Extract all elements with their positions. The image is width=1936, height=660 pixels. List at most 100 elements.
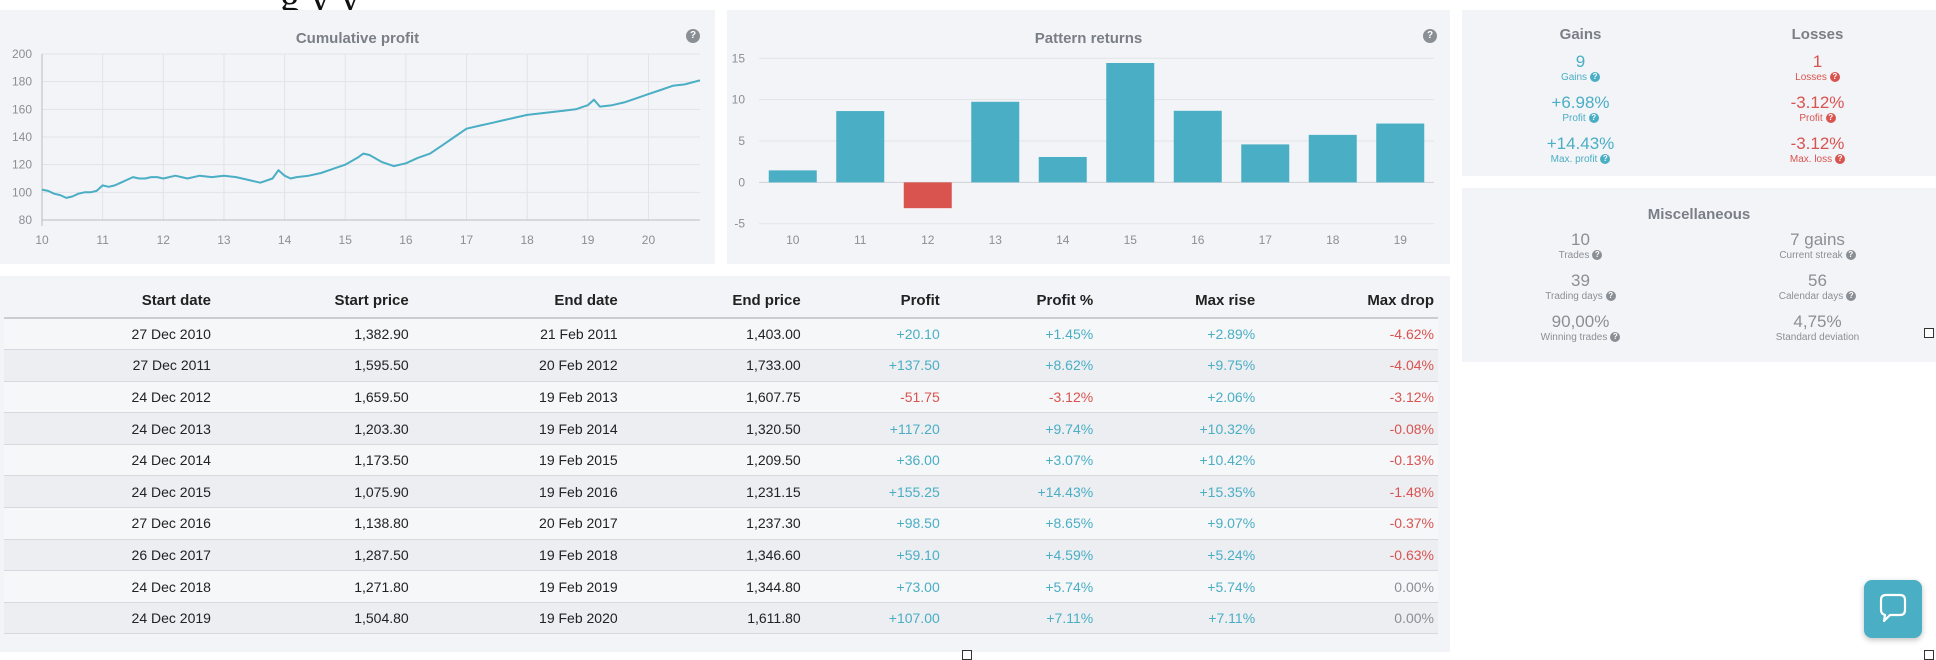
miscellaneous-title: Miscellaneous [1647, 206, 1751, 223]
help-icon[interactable]: ? [1825, 113, 1836, 124]
gains-column: Gains 9 Gains? +6.98% Profit? +14.43% Ma… [1462, 26, 1699, 175]
cell-profit-percent: +8.65% [943, 507, 1098, 540]
x-tick-label: 20 [642, 233, 656, 247]
cell-start-price: 1,271.80 [214, 570, 413, 603]
table-row[interactable]: 24 Dec 2012 1,659.50 19 Feb 2013 1,607.75 -5… [4, 381, 1438, 414]
column-header-profit-percent[interactable]: Profit % [943, 284, 1098, 319]
table-row[interactable]: 24 Dec 2013 1,203.30 19 Feb 2014 1,320.50 +1… [4, 412, 1438, 445]
cell-end-price: 1,403.00 [621, 318, 805, 351]
bar-18[interactable] [1308, 134, 1357, 183]
x-tick-label: 19 [1394, 233, 1408, 247]
cumulative-profit-panel: Cumulative profit ? 80 100 120 140 160 180 200… [0, 10, 715, 264]
x-tick-label: 15 [339, 233, 353, 247]
cell-profit: +98.50 [804, 507, 944, 540]
table-row[interactable]: 27 Dec 2011 1,595.50 20 Feb 2012 1,733.00 +1… [4, 349, 1438, 382]
bar-17[interactable] [1241, 144, 1290, 183]
y-tick-label: 0 [738, 175, 745, 189]
cell-profit: +36.00 [804, 444, 944, 477]
table-row[interactable]: 24 Dec 2018 1,271.80 19 Feb 2019 1,344.80 +7… [4, 570, 1438, 603]
bar-11[interactable] [836, 111, 885, 183]
cell-max-drop: -4.62% [1259, 318, 1438, 351]
table-row[interactable]: 27 Dec 2010 1,382.90 21 Feb 2011 1,403.00 +2… [4, 318, 1438, 351]
y-tick-label: 120 [12, 158, 32, 172]
gains-count-stat: 9 Gains? [1462, 52, 1699, 93]
help-icon[interactable]: ? [1829, 72, 1840, 83]
column-header-start-price[interactable]: Start price [214, 284, 413, 319]
bar-10[interactable] [768, 170, 817, 183]
column-header-start-date[interactable]: Start date [4, 284, 215, 319]
cell-end-date: 20 Feb 2017 [412, 507, 622, 540]
pattern-returns-panel: Pattern returns ? -5 0 5 10 15 10 11 12 13 14 15 16… [727, 10, 1450, 264]
help-icon[interactable]: ? [1605, 291, 1616, 302]
cell-start-price: 1,659.50 [214, 381, 413, 414]
help-icon[interactable]: ? [1600, 154, 1611, 165]
help-icon[interactable]: ? [1846, 291, 1857, 302]
cell-profit-percent: +1.45% [943, 318, 1098, 351]
help-icon[interactable]: ? [686, 29, 700, 43]
cell-max-rise: +2.89% [1097, 318, 1260, 351]
cell-end-date: 19 Feb 2020 [412, 602, 622, 635]
resize-handle[interactable] [1924, 650, 1934, 660]
x-tick-label: 10 [786, 233, 800, 247]
cell-profit: -51.75 [804, 381, 944, 414]
cell-end-price: 1,344.80 [621, 570, 805, 603]
current-streak-stat: 7 gains Current streak? [1699, 230, 1936, 271]
table-row[interactable]: 24 Dec 2015 1,075.90 19 Feb 2016 1,231.15 +1… [4, 475, 1438, 509]
cell-profit: +117.20 [804, 412, 944, 445]
column-header-max-drop[interactable]: Max drop [1259, 284, 1438, 319]
table-row[interactable]: 27 Dec 2016 1,138.80 20 Feb 2017 1,237.30 +9… [4, 507, 1438, 540]
help-icon[interactable]: ? [1845, 250, 1856, 261]
table-row[interactable]: 24 Dec 2014 1,173.50 19 Feb 2015 1,209.50 +3… [4, 444, 1438, 477]
help-icon[interactable]: ? [1588, 113, 1599, 124]
help-icon[interactable]: ? [1590, 72, 1601, 83]
cell-max-rise: +9.07% [1097, 507, 1260, 540]
cell-start-price: 1,075.90 [214, 475, 413, 509]
cell-profit-percent: +7.11% [943, 602, 1098, 635]
x-tick-label: 16 [1191, 233, 1205, 247]
x-tick-label: 11 [854, 233, 867, 247]
column-header-profit[interactable]: Profit [804, 284, 944, 319]
bar-12[interactable] [903, 182, 952, 209]
y-tick-label: 180 [12, 75, 32, 89]
cell-end-price: 1,607.75 [621, 381, 805, 414]
cell-end-price: 1,237.30 [621, 507, 805, 540]
cell-end-price: 1,611.80 [621, 602, 805, 635]
cell-start-date: 24 Dec 2013 [4, 412, 215, 445]
help-icon[interactable]: ? [1610, 332, 1621, 343]
losses-count-stat: 1 Losses? [1699, 52, 1936, 93]
help-icon[interactable]: ? [1592, 250, 1603, 261]
cell-profit-percent: +8.62% [943, 349, 1098, 382]
resize-handle[interactable] [962, 650, 972, 660]
table-row[interactable]: 24 Dec 2019 1,504.80 19 Feb 2020 1,611.80 +1… [4, 602, 1438, 635]
column-header-end-date[interactable]: End date [412, 284, 622, 319]
calendar-days-stat: 56 Calendar days? [1699, 271, 1936, 312]
x-tick-label: 14 [278, 233, 292, 247]
bar-16[interactable] [1173, 110, 1222, 183]
cell-max-rise: +7.11% [1097, 602, 1260, 635]
cell-end-date: 19 Feb 2013 [412, 381, 622, 414]
bar-19[interactable] [1376, 123, 1425, 183]
cell-max-rise: +10.42% [1097, 444, 1260, 477]
cell-max-rise: +5.24% [1097, 539, 1260, 572]
chat-button[interactable] [1864, 580, 1922, 638]
cell-profit-percent: +4.59% [943, 539, 1098, 572]
cell-start-price: 1,595.50 [214, 349, 413, 382]
bar-13[interactable] [971, 101, 1020, 183]
help-icon[interactable]: ? [1423, 29, 1437, 43]
x-tick-label: 17 [460, 233, 474, 247]
cell-profit: +137.50 [804, 349, 944, 382]
x-tick-label: 18 [1326, 233, 1340, 247]
x-tick-label: 13 [989, 233, 1003, 247]
x-tick-label: 13 [217, 233, 231, 247]
bar-15[interactable] [1106, 62, 1155, 183]
bar-14[interactable] [1038, 156, 1087, 183]
cell-start-date: 27 Dec 2016 [4, 507, 215, 540]
cell-max-rise: +2.06% [1097, 381, 1260, 414]
column-header-end-price[interactable]: End price [621, 284, 805, 319]
cell-profit: +73.00 [804, 570, 944, 603]
table-row[interactable]: 26 Dec 2017 1,287.50 19 Feb 2018 1,346.60 +5… [4, 539, 1438, 572]
resize-handle[interactable] [1924, 328, 1934, 338]
help-icon[interactable]: ? [1835, 154, 1846, 165]
losses-max-loss-stat: -3.12% Max. loss? [1789, 134, 1846, 165]
column-header-max-rise[interactable]: Max rise [1097, 284, 1260, 319]
